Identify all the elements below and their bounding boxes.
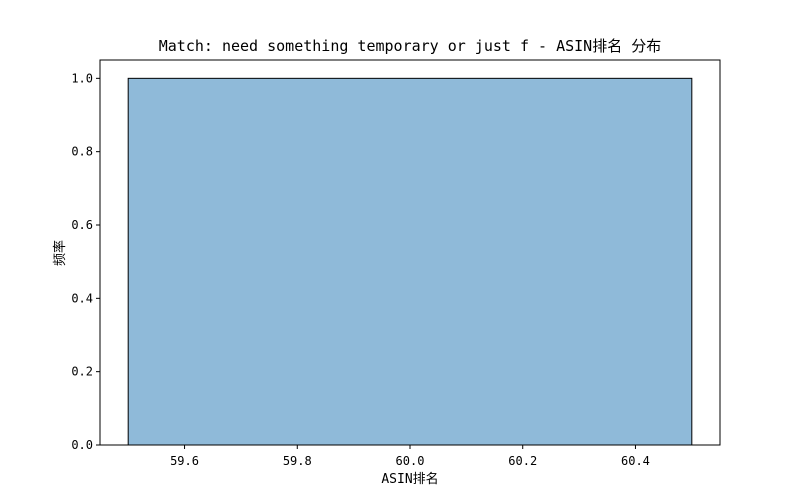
y-tick-label: 0.4 [71, 291, 93, 305]
x-tick-label: 60.4 [621, 454, 650, 468]
x-axis: 59.6 59.8 60.0 60.2 60.4 [170, 445, 650, 468]
x-tick-label: 60.2 [508, 454, 537, 468]
bars-group [127, 77, 693, 446]
chart-title: Match: need something temporary or just … [159, 37, 662, 55]
x-tick-label: 60.0 [396, 454, 425, 468]
y-tick-label: 0.2 [71, 365, 93, 379]
y-tick-label: 0.0 [71, 438, 93, 452]
x-tick-label: 59.8 [283, 454, 312, 468]
histogram-bar-0 [127, 77, 693, 446]
x-tick-label: 59.6 [170, 454, 199, 468]
y-tick-label: 0.8 [71, 145, 93, 159]
x-axis-label: ASIN排名 [381, 471, 438, 487]
y-axis: 0.0 0.2 0.4 0.6 0.8 1.0 [71, 71, 100, 452]
y-tick-label: 0.6 [71, 218, 93, 232]
y-axis-label: 频率 [52, 240, 68, 266]
y-tick-label: 1.0 [71, 71, 93, 85]
